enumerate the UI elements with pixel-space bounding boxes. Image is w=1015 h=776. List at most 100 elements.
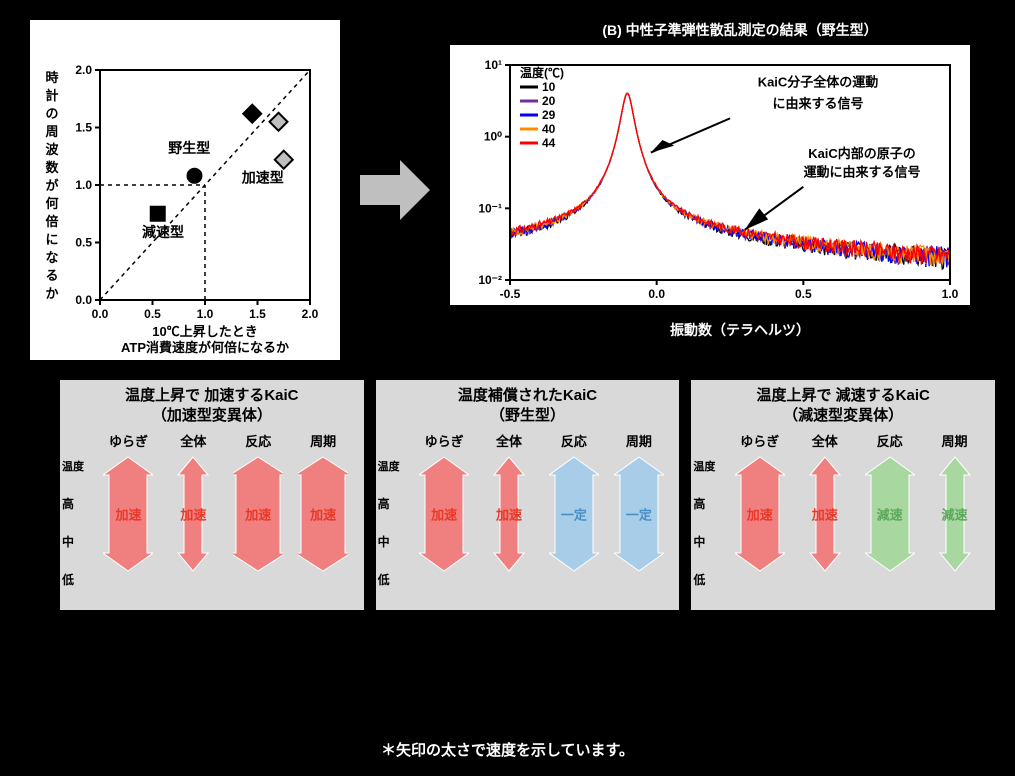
panel-title: 温度補償されたKaiC（野生型）	[376, 386, 680, 425]
arrow-label: 加速	[245, 505, 271, 524]
svg-text:0.5: 0.5	[144, 307, 161, 321]
arrow-cell: 加速	[163, 454, 223, 574]
temp-axis: 温度高中低	[62, 458, 84, 588]
arrow-label: 加速	[431, 505, 457, 524]
svg-text:44: 44	[542, 136, 556, 150]
scatter-chart: 0.00.51.01.52.00.00.51.01.52.0野生型加速型減速型1…	[30, 40, 340, 360]
temp-axis: 温度高中低	[378, 458, 400, 588]
svg-text:KaiC内部の原子の: KaiC内部の原子の	[808, 146, 916, 161]
panel-cols: ゆらぎ全体反応周期	[88, 431, 364, 450]
arrow-label: 加速	[812, 505, 838, 524]
col-head: ゆらぎ	[730, 431, 790, 450]
svg-text:10⁻²: 10⁻²	[478, 273, 502, 287]
arrow-cell: 加速	[98, 454, 158, 574]
spectrum-chart: -0.50.00.51.010⁻²10⁻¹10⁰10¹温度(℃)10202940…	[450, 45, 970, 305]
svg-text:何: 何	[45, 196, 58, 211]
panel-1: 温度補償されたKaiC（野生型） 温度高中低ゆらぎ全体反応周期加速 加速 一定 一定	[376, 380, 680, 610]
svg-text:周: 周	[45, 124, 58, 139]
col-head: 反応	[860, 431, 920, 450]
svg-text:40: 40	[542, 122, 556, 136]
arrow-cell: 一定	[609, 454, 669, 574]
svg-text:10℃上昇したとき: 10℃上昇したとき	[152, 324, 257, 339]
arrow-label: 加速	[496, 505, 522, 524]
arrow-row: 加速 加速 一定 一定	[404, 454, 680, 574]
svg-text:1.0: 1.0	[75, 178, 92, 192]
svg-text:2.0: 2.0	[75, 63, 92, 77]
panel-title: 温度上昇で 減速するKaiC（減速型変異体）	[691, 386, 995, 425]
arrow-cell: 一定	[544, 454, 604, 574]
panel-cols: ゆらぎ全体反応周期	[719, 431, 995, 450]
svg-text:運動に由来する信号: 運動に由来する信号	[803, 164, 920, 179]
panel-2: 温度上昇で 減速するKaiC（減速型変異体）温度高中低ゆらぎ全体反応周期加速加速…	[691, 380, 995, 610]
svg-text:10¹: 10¹	[485, 58, 502, 72]
arrow-cell: 加速	[293, 454, 353, 574]
panel-cols: ゆらぎ全体反応周期	[404, 431, 680, 450]
svg-text:波: 波	[45, 142, 59, 157]
arrow-cell: 減速	[860, 454, 920, 574]
svg-text:に: に	[45, 232, 58, 247]
svg-text:1.5: 1.5	[75, 121, 92, 135]
svg-text:に由来する信号: に由来する信号	[772, 96, 863, 111]
svg-text:20: 20	[542, 94, 556, 108]
svg-text:10⁻¹: 10⁻¹	[478, 201, 502, 215]
right-arrow-icon	[360, 160, 430, 220]
svg-text:29: 29	[542, 108, 556, 122]
arrow-label: 加速	[747, 505, 773, 524]
top-row: 0.00.51.01.52.00.00.51.01.52.0野生型加速型減速型1…	[0, 0, 1015, 370]
svg-text:が: が	[45, 178, 58, 193]
svg-text:KaiC分子全体の運動: KaiC分子全体の運動	[758, 75, 879, 90]
panel-title: 温度上昇で 加速するKaiC（加速型変異体）	[60, 386, 364, 425]
arrow-cell: 加速	[228, 454, 288, 574]
col-head: 反応	[228, 431, 288, 450]
svg-text:1.0: 1.0	[197, 307, 214, 321]
arrow-cell: 加速	[730, 454, 790, 574]
arrow-row: 加速 加速 加速 加速	[88, 454, 364, 574]
col-head: 周期	[293, 431, 353, 450]
arrow-row: 加速 加速 減速 減速	[719, 454, 995, 574]
svg-text:2.0: 2.0	[302, 307, 319, 321]
col-head: 反応	[544, 431, 604, 450]
svg-text:0.5: 0.5	[795, 287, 812, 301]
spectrum-title: (B) 中性子準弾性散乱測定の結果（野生型）	[510, 20, 970, 40]
col-head: ゆらぎ	[414, 431, 474, 450]
svg-text:10: 10	[542, 80, 556, 94]
arrow-label: 加速	[180, 505, 206, 524]
col-head: 全体	[163, 431, 223, 450]
svg-text:か: か	[45, 286, 58, 301]
arrow-cell: 加速	[795, 454, 855, 574]
spectrum-xlabel: 振動数（テラヘルツ）	[510, 320, 970, 340]
svg-text:時: 時	[45, 70, 58, 85]
svg-text:10⁰: 10⁰	[484, 130, 502, 144]
svg-text:ATP消費速度が何倍になるか: ATP消費速度が何倍になるか	[121, 340, 289, 355]
svg-text:な: な	[45, 250, 58, 265]
svg-text:温度(℃): 温度(℃)	[520, 65, 564, 80]
arrow-cell: 減速	[925, 454, 985, 574]
svg-text:-0.5: -0.5	[500, 287, 521, 301]
svg-text:0.0: 0.0	[92, 307, 109, 321]
arrow-label: 加速	[115, 505, 141, 524]
col-head: 周期	[925, 431, 985, 450]
svg-text:倍: 倍	[45, 214, 58, 229]
footnote: ＊矢印の太さで速度を示しています。	[0, 739, 1015, 760]
arrow-label: 加速	[310, 505, 336, 524]
svg-text:減速型: 減速型	[142, 224, 184, 240]
col-head: 周期	[609, 431, 669, 450]
svg-text:0.5: 0.5	[75, 236, 92, 250]
arrow-label: 一定	[561, 505, 587, 524]
svg-text:0.0: 0.0	[75, 293, 92, 307]
panel-0: 温度上昇で 加速するKaiC（加速型変異体）温度高中低ゆらぎ全体反応周期加速加速…	[60, 380, 364, 610]
arrow-label: 減速	[942, 505, 968, 524]
svg-text:1.5: 1.5	[249, 307, 266, 321]
spectrum-panel: (B) 中性子準弾性散乱測定の結果（野生型） 強度（任意単位） -0.50.00…	[450, 20, 970, 360]
svg-text:の: の	[45, 106, 58, 121]
temp-axis: 温度高中低	[693, 458, 715, 588]
arrow-cell: 加速	[414, 454, 474, 574]
svg-text:野生型: 野生型	[168, 140, 210, 156]
arrow-label: 減速	[877, 505, 903, 524]
bottom-row: 温度上昇で 加速するKaiC（加速型変異体）温度高中低ゆらぎ全体反応周期加速加速…	[0, 370, 1015, 610]
svg-text:数: 数	[45, 160, 59, 175]
scatter-panel: 0.00.51.01.52.00.00.51.01.52.0野生型加速型減速型1…	[30, 20, 340, 360]
svg-text:る: る	[45, 268, 58, 283]
col-head: 全体	[479, 431, 539, 450]
arrow-cell: 加速	[479, 454, 539, 574]
